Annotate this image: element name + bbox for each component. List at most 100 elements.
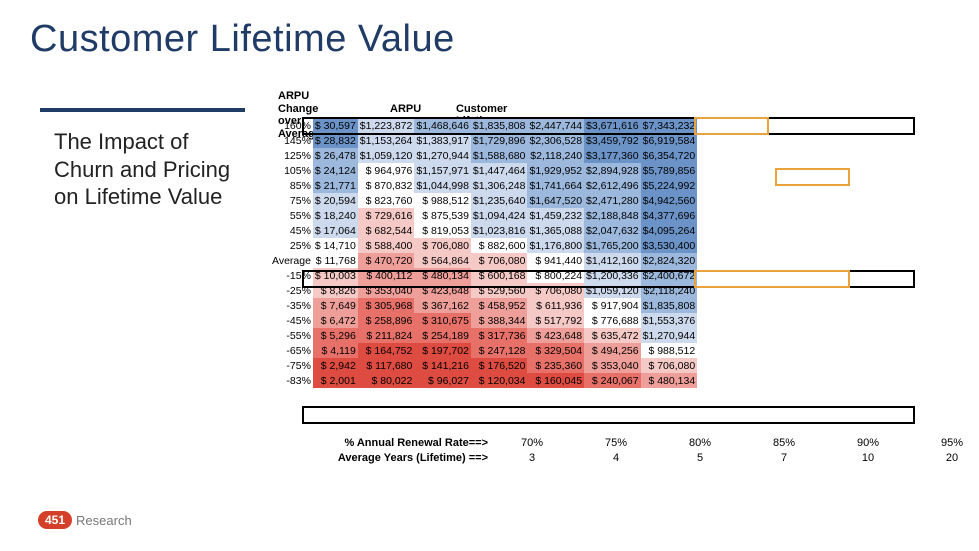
clv-cell: $1,835,808 — [641, 298, 698, 313]
clv-cell: $1,059,120 — [584, 283, 641, 298]
row-label: -25% — [270, 283, 313, 298]
clv-cell: $ 706,080 — [527, 283, 584, 298]
clv-cell: $2,612,496 — [584, 178, 641, 193]
clv-cell: $1,223,872 — [358, 118, 415, 133]
clv-cell: $ 254,189 — [414, 328, 471, 343]
clv-cell: $3,671,616 — [584, 118, 641, 133]
clv-cell: $1,270,944 — [641, 328, 698, 343]
clv-cell: $ 80,022 — [358, 373, 415, 388]
clv-cell: $1,157,971 — [414, 163, 471, 178]
clv-cell: $1,765,200 — [584, 238, 641, 253]
arpu-cell: $ 4,119 — [313, 343, 358, 358]
clv-cell: $ 141,216 — [414, 358, 471, 373]
clv-cell: $1,044,998 — [414, 178, 471, 193]
row-label: 160% — [270, 118, 313, 133]
logo: 451 Research — [38, 511, 132, 529]
clv-cell: $3,530,400 — [641, 238, 698, 253]
table-row: -75%$ 2,942$ 117,680$ 141,216$ 176,520$ … — [270, 358, 697, 373]
clv-cell: $2,118,240 — [641, 283, 698, 298]
clv-cell: $7,343,232 — [641, 118, 698, 133]
table-row: -65%$ 4,119$ 164,752$ 197,702$ 247,128$ … — [270, 343, 697, 358]
years-7: 7 — [744, 452, 828, 464]
clv-cell: $ 494,256 — [584, 343, 641, 358]
hl-bottom-row — [302, 406, 915, 424]
clv-cell: $ 353,040 — [584, 358, 641, 373]
row-label: -55% — [270, 328, 313, 343]
clv-cell: $6,919,584 — [641, 133, 698, 148]
table-row: 55%$ 18,240$ 729,616$ 875,539$1,094,424$… — [270, 208, 697, 223]
clv-cell: $ 423,648 — [527, 328, 584, 343]
clv-cell: $1,447,464 — [471, 163, 528, 178]
table-row: 25%$ 14,710$ 588,400$ 706,080$ 882,600$1… — [270, 238, 697, 253]
arpu-cell: $ 21,771 — [313, 178, 358, 193]
renewal-95: 95% — [912, 437, 979, 449]
hl-orange-avg — [694, 270, 850, 288]
clv-cell: $ 776,688 — [584, 313, 641, 328]
row-label: 145% — [270, 133, 313, 148]
row-label: -45% — [270, 313, 313, 328]
table-row: 125%$ 26,478$1,059,120$1,270,944$1,588,6… — [270, 148, 697, 163]
arpu-cell: $ 17,064 — [313, 223, 358, 238]
clv-cell: $ 819,053 — [414, 223, 471, 238]
clv-cell: $ 317,736 — [471, 328, 528, 343]
clv-cell: $ 988,512 — [414, 193, 471, 208]
clv-cell: $5,224,992 — [641, 178, 698, 193]
table-row: 45%$ 17,064$ 682,544$ 819,053$1,023,816$… — [270, 223, 697, 238]
clv-cell: $1,459,232 — [527, 208, 584, 223]
row-label: -35% — [270, 298, 313, 313]
table-row: -83%$ 2,001$ 80,022$ 96,027$ 120,034$ 16… — [270, 373, 697, 388]
clv-cell: $1,023,816 — [471, 223, 528, 238]
table-row: 105%$ 24,124$ 964,976$1,157,971$1,447,46… — [270, 163, 697, 178]
clv-cell: $1,929,952 — [527, 163, 584, 178]
clv-cell: $4,942,560 — [641, 193, 698, 208]
table-row: 75%$ 20,594$ 823,760$ 988,512$1,235,640$… — [270, 193, 697, 208]
clv-cell: $1,200,336 — [584, 268, 641, 283]
clv-cell: $6,354,720 — [641, 148, 698, 163]
clv-cell: $ 517,792 — [527, 313, 584, 328]
clv-cell: $5,789,856 — [641, 163, 698, 178]
clv-cell: $1,153,264 — [358, 133, 415, 148]
clv-cell: $ 588,400 — [358, 238, 415, 253]
renewal-75: 75% — [576, 437, 660, 449]
clv-cell: $ 564,864 — [414, 253, 471, 268]
clv-cell: $1,468,646 — [414, 118, 471, 133]
clv-cell: $ 870,832 — [358, 178, 415, 193]
renewal-90: 90% — [828, 437, 912, 449]
renewal-80: 80% — [660, 437, 744, 449]
clv-cell: $3,177,360 — [584, 148, 641, 163]
clv-cell: $ 729,616 — [358, 208, 415, 223]
clv-cell: $ 470,720 — [358, 253, 415, 268]
clv-cell: $ 480,134 — [414, 268, 471, 283]
arpu-cell: $ 2,942 — [313, 358, 358, 373]
years-label: Average Years (Lifetime) ==> — [290, 452, 492, 464]
arpu-cell: $ 24,124 — [313, 163, 358, 178]
clv-cell: $1,412,160 — [584, 253, 641, 268]
table-row: 160%$ 30,597$1,223,872$1,468,646$1,835,8… — [270, 118, 697, 133]
clv-cell: $ 164,752 — [358, 343, 415, 358]
clv-table: 160%$ 30,597$1,223,872$1,468,646 $1,835,8… — [270, 118, 697, 388]
row-label: 105% — [270, 163, 313, 178]
clv-cell: $ 353,040 — [358, 283, 415, 298]
arpu-cell: $ 10,003 — [313, 268, 358, 283]
clv-cell: $ 600,168 — [471, 268, 528, 283]
clv-cell: $ 400,112 — [358, 268, 415, 283]
table-row: 145%$ 28,832$1,153,264$1,383,917$1,729,8… — [270, 133, 697, 148]
clv-cell: $1,729,896 — [471, 133, 528, 148]
clv-cell: $1,059,120 — [358, 148, 415, 163]
slide-title: Customer Lifetime Value — [30, 18, 455, 61]
footer-rows: % Annual Renewal Rate==> 70% 75% 80% 85%… — [290, 435, 979, 465]
row-label: -65% — [270, 343, 313, 358]
clv-cell: $ 258,896 — [358, 313, 415, 328]
years-20: 20 — [912, 452, 979, 464]
clv-cell: $2,047,632 — [584, 223, 641, 238]
row-label: 25% — [270, 238, 313, 253]
hl-orange-top — [694, 117, 769, 135]
arpu-cell: $ 30,597 — [313, 118, 358, 133]
clv-cell: $ 247,128 — [471, 343, 528, 358]
clv-cell: $1,306,248 — [471, 178, 528, 193]
clv-cell: $ 235,360 — [527, 358, 584, 373]
clv-cell: $1,176,800 — [527, 238, 584, 253]
table-row: 85%$ 21,771$ 870,832$1,044,998$1,306,248… — [270, 178, 697, 193]
clv-cell: $2,471,280 — [584, 193, 641, 208]
years-3: 3 — [492, 452, 576, 464]
